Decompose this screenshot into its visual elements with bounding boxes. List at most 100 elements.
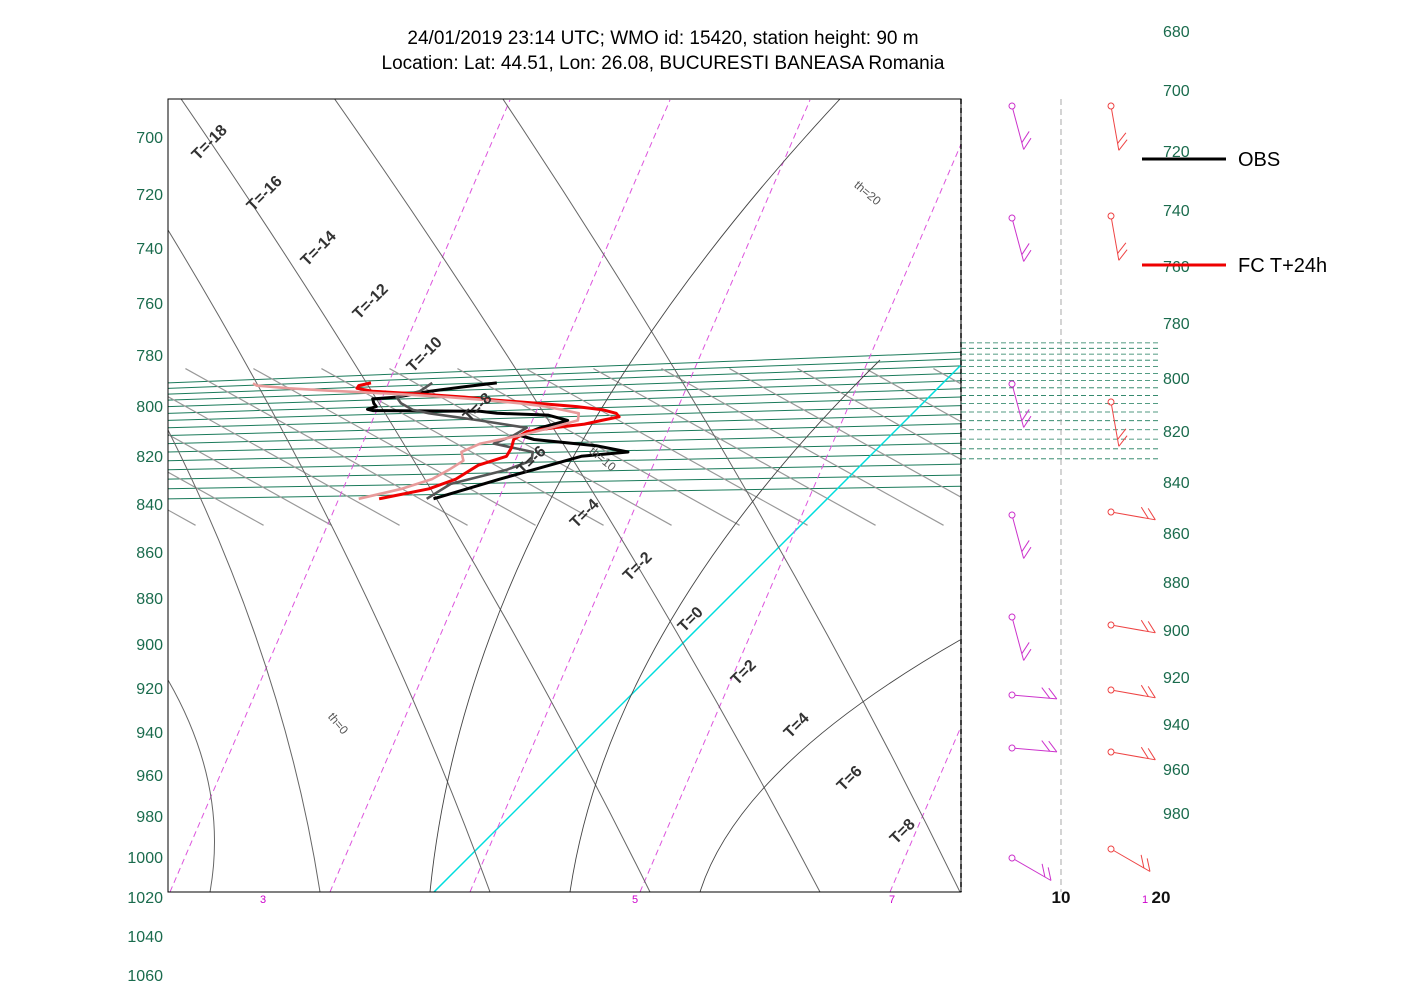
pressure-tick-left: 880 xyxy=(136,591,163,608)
pressure-tick-left: 1020 xyxy=(127,890,163,907)
pressure-tick-right: 840 xyxy=(1163,475,1190,492)
obs-wind-barb xyxy=(1008,613,1032,661)
isotherm-line xyxy=(1069,369,1351,526)
obs-wind-barb xyxy=(1008,687,1058,700)
pressure-tick-right: 720 xyxy=(1163,144,1190,161)
barb-feather xyxy=(1041,740,1051,752)
pressure-tick-right: 860 xyxy=(1163,526,1190,543)
barb-station xyxy=(1008,691,1016,699)
obs-wind-barb xyxy=(1008,740,1058,753)
isotherm-label: T=-18 xyxy=(189,122,231,164)
fc-dewpoint-line xyxy=(252,382,581,501)
fc-temperature-line xyxy=(355,381,621,501)
barb-feather xyxy=(1118,139,1128,151)
isotherm-label: T=0 xyxy=(675,604,707,636)
barb-staff xyxy=(1014,694,1057,700)
dry-adiabat-line xyxy=(168,229,491,892)
pressure-tick-right: 820 xyxy=(1163,424,1190,441)
barb-feather xyxy=(1048,740,1058,753)
isobar-line xyxy=(168,423,961,445)
isotherm-line xyxy=(525,368,808,526)
barb-feather xyxy=(1147,621,1156,634)
isotherm-label: T=-14 xyxy=(298,228,340,270)
fc-wind-barb xyxy=(1107,684,1156,699)
wind-axis-small-label: 1 xyxy=(1142,894,1148,906)
mixing-ratio-line xyxy=(169,99,511,892)
barb-staff xyxy=(1012,619,1025,661)
isotherm-line xyxy=(593,368,876,526)
barb-staff xyxy=(1014,859,1052,881)
barb-station xyxy=(1008,214,1016,222)
pressure-tick-right: 800 xyxy=(1163,371,1190,388)
dry-adiabat-line xyxy=(180,99,651,892)
pressure-tick-left: 980 xyxy=(136,809,163,826)
isotherm-line xyxy=(797,368,961,461)
pressure-tick-left: 1060 xyxy=(127,968,163,985)
barb-staff xyxy=(1111,218,1120,261)
barb-station xyxy=(1008,511,1016,519)
pressure-tick-left: 740 xyxy=(136,241,163,258)
barb-staff xyxy=(1111,108,1120,151)
barb-feather xyxy=(1140,506,1149,519)
pressure-tick-right: 980 xyxy=(1163,806,1190,823)
barb-feather xyxy=(1117,242,1127,254)
sounding-lines xyxy=(252,381,630,501)
barb-staff xyxy=(1113,850,1151,872)
barb-station xyxy=(1107,508,1115,516)
barb-station xyxy=(1008,854,1016,862)
series-group xyxy=(252,381,630,501)
barb-staff xyxy=(1012,517,1025,559)
isotherm-line xyxy=(321,368,604,526)
barb-staff xyxy=(1012,386,1025,428)
barb-feather xyxy=(1140,619,1149,632)
isotherm-line xyxy=(168,509,196,526)
barb-station xyxy=(1107,212,1115,220)
barb-feather xyxy=(1021,409,1030,421)
wind-axis-label: 20 xyxy=(1152,888,1171,907)
barb-staff xyxy=(1012,108,1025,150)
barb-staff xyxy=(1113,752,1156,761)
chart-title-line1: 24/01/2019 23:14 UTC; WMO id: 15420, sta… xyxy=(407,28,918,49)
barb-feather xyxy=(1147,686,1156,699)
mixing-ratio-line xyxy=(469,99,811,892)
legend: OBS FC T+24h xyxy=(1142,149,1327,277)
obs-wind-barb xyxy=(1008,511,1032,559)
dry-adiabat-label: th=20 xyxy=(851,178,884,208)
barb-station xyxy=(1107,748,1115,756)
legend-fc-label: FC T+24h xyxy=(1238,255,1327,277)
barb-staff xyxy=(1012,220,1025,262)
obs-wind-barb xyxy=(1008,380,1032,428)
pressure-tick-right: 900 xyxy=(1163,623,1190,640)
isotherm-line xyxy=(865,368,961,423)
isotherm-line xyxy=(661,368,944,526)
barb-feather xyxy=(1140,854,1145,869)
isotherm-line xyxy=(253,368,536,526)
isobar-line xyxy=(168,372,961,401)
moist-adiabat-line xyxy=(569,359,881,892)
pressure-tick-right: 940 xyxy=(1163,717,1190,734)
pressure-tick-left: 780 xyxy=(136,348,163,365)
pressure-tick-left: 700 xyxy=(136,130,163,147)
barb-feather xyxy=(1140,684,1149,697)
barb-staff xyxy=(1113,625,1156,634)
dry-adiabat-label: th=0 xyxy=(325,710,351,737)
isobar-line xyxy=(168,463,961,480)
pressure-tick-left: 840 xyxy=(136,497,163,514)
wind-axis-label: 10 xyxy=(1052,888,1071,907)
barb-feather xyxy=(1118,435,1128,447)
barb-station xyxy=(1008,102,1016,110)
isobar-line xyxy=(168,474,961,490)
isobar-line xyxy=(168,351,961,384)
isotherm-line xyxy=(185,368,468,526)
barb-feather xyxy=(1117,132,1127,144)
barb-feather xyxy=(1048,687,1058,700)
barb-feather xyxy=(1021,131,1030,143)
isotherm-line xyxy=(168,433,332,526)
fc-wind-barb xyxy=(1107,746,1156,761)
barb-staff xyxy=(1014,747,1057,753)
pressure-tick-left: 1000 xyxy=(127,850,163,867)
isotherm-label: T=4 xyxy=(781,710,813,742)
axis-labels: 7007207407607808008208408608809009209409… xyxy=(127,24,1189,985)
mixing-ratio-label: 5 xyxy=(632,894,638,906)
